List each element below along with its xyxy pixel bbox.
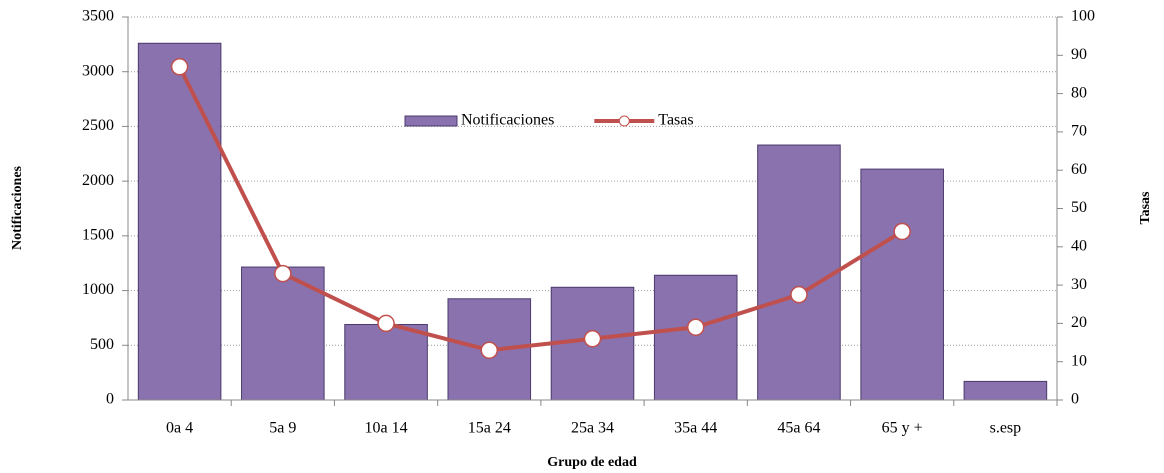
y-tick-label: 3000 bbox=[82, 62, 114, 79]
x-tick-label: 45a 64 bbox=[777, 420, 820, 437]
marker bbox=[377, 314, 395, 333]
x-axis-label: Grupo de edad bbox=[547, 455, 637, 470]
x-tick-label: s.esp bbox=[990, 420, 1022, 437]
y-tick-label: 2000 bbox=[82, 172, 114, 189]
marker bbox=[170, 58, 189, 76]
marker bbox=[790, 285, 808, 304]
y2-tick-label: 0 bbox=[1071, 391, 1079, 408]
x-tick-label: 5a 9 bbox=[269, 420, 296, 437]
x-tick-label: 0a 4 bbox=[166, 420, 193, 437]
y-tick-label: 500 bbox=[90, 336, 114, 353]
legend-swatch bbox=[618, 115, 630, 127]
marker bbox=[893, 222, 911, 241]
x-tick-label: 65 y + bbox=[882, 420, 923, 437]
y2-tick-label: 40 bbox=[1071, 237, 1087, 254]
y2-tick-label: 30 bbox=[1071, 276, 1087, 293]
y2-tick-label: 70 bbox=[1071, 123, 1087, 140]
y-axis-label: Notificaciones bbox=[10, 165, 25, 250]
y-tick-label: 2500 bbox=[82, 117, 114, 134]
y-tick-label: 1500 bbox=[82, 227, 114, 244]
legend-label: Notificaciones bbox=[461, 112, 554, 129]
y-tick-label: 0 bbox=[106, 391, 114, 408]
marker bbox=[686, 318, 705, 336]
bar bbox=[963, 380, 1048, 401]
x-tick-label: 10a 14 bbox=[365, 420, 408, 437]
y2-tick-label: 10 bbox=[1071, 352, 1087, 369]
bar bbox=[653, 274, 738, 401]
x-tick-label: 35a 44 bbox=[674, 420, 717, 437]
y2-tick-label: 60 bbox=[1071, 161, 1087, 178]
marker bbox=[274, 264, 292, 283]
bar bbox=[344, 323, 428, 401]
bar bbox=[860, 168, 944, 401]
line bbox=[177, 65, 904, 353]
marker bbox=[480, 341, 499, 359]
bar bbox=[241, 266, 325, 401]
y-tick-label: 3500 bbox=[82, 8, 114, 25]
y2-tick-label: 20 bbox=[1071, 314, 1087, 331]
y2-tick-label: 100 bbox=[1071, 8, 1095, 25]
marker bbox=[583, 329, 602, 348]
x-tick-label: 15a 24 bbox=[468, 420, 511, 437]
x-tick-label: 25a 34 bbox=[571, 420, 614, 437]
bar bbox=[137, 42, 222, 401]
legend-label: Tasas bbox=[658, 112, 693, 129]
legend-swatch bbox=[404, 115, 458, 127]
bar bbox=[757, 144, 841, 401]
y2-tick-label: 50 bbox=[1071, 199, 1087, 216]
y2-tick-label: 80 bbox=[1071, 84, 1087, 101]
y-tick-label: 1000 bbox=[82, 281, 114, 298]
y2-axis-label: Tasas bbox=[1138, 191, 1153, 225]
y2-tick-label: 90 bbox=[1071, 46, 1087, 63]
